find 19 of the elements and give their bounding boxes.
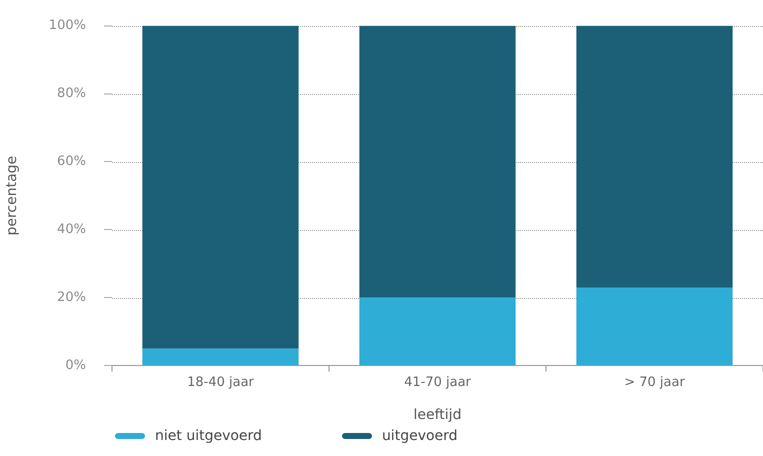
y-tick-label: 0% (65, 358, 86, 373)
legend-label: niet uitgevoerd (155, 428, 262, 444)
x-tick-label: > 70 jaar (624, 374, 686, 390)
bar (142, 26, 299, 349)
x-tick-label: 41-70 jaar (404, 374, 472, 390)
y-tick-label: 100% (48, 18, 86, 34)
x-tick-label: 18-40 jaar (187, 374, 255, 390)
x-axis-title: leeftijd (414, 407, 462, 424)
y-tick-label: 20% (57, 290, 86, 306)
bar (576, 26, 733, 288)
bar (142, 348, 299, 366)
bar (576, 287, 733, 366)
legend-label: uitgevoerd (382, 428, 458, 444)
bar (359, 26, 516, 298)
y-axis-title: percentage (4, 156, 20, 236)
y-tick-label: 60% (57, 154, 86, 170)
bar (359, 298, 516, 366)
y-tick-label: 80% (57, 86, 86, 102)
y-tick-label: 40% (57, 222, 86, 238)
